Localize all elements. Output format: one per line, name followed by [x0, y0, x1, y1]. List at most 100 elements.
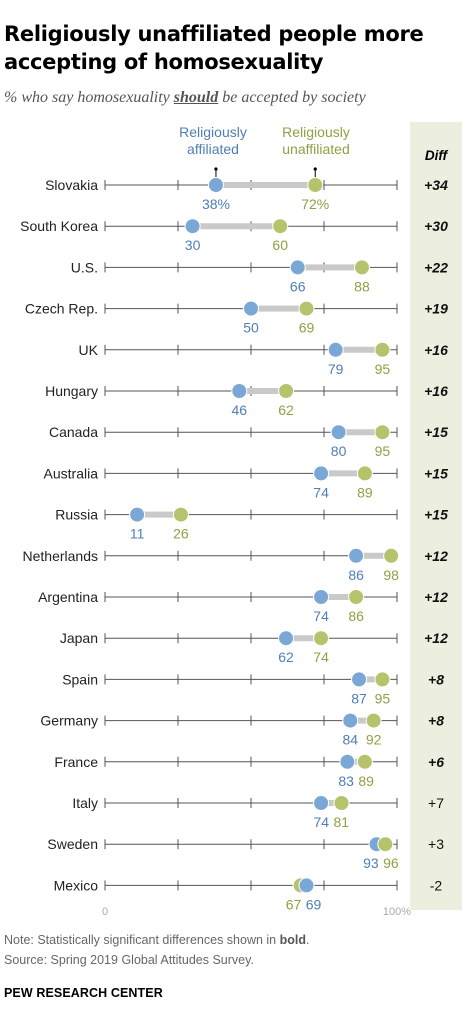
subtitle-text-before: % who say homosexuality: [4, 89, 174, 106]
footnote-text: Note: Statistically significant differen…: [4, 933, 280, 947]
country-label: UK: [79, 342, 99, 358]
affiliated-value-label: 74: [314, 814, 330, 830]
affiliated-dot: [278, 630, 295, 647]
unaffiliated-dot: [353, 259, 370, 276]
diff-value: +8: [428, 713, 444, 729]
country-label: France: [54, 754, 98, 770]
footnote: Note: Statistically significant differen…: [4, 933, 309, 947]
unaffiliated-dot: [307, 177, 324, 193]
subtitle-text-after: be accepted by society: [218, 89, 366, 106]
diff-value: +15: [424, 424, 448, 440]
affiliated-value-label: 74: [313, 484, 329, 500]
diff-value: +12: [424, 548, 448, 564]
chart-subtitle: % who say homosexuality should be accept…: [4, 89, 464, 107]
unaffiliated-value-label: 74: [313, 649, 329, 665]
legend-pointer-dot-unaffiliated: [313, 167, 317, 171]
unaffiliated-dot: [365, 712, 382, 729]
x-axis-label-min: 0: [102, 906, 108, 918]
unaffiliated-dot: [272, 218, 289, 235]
legend-label-affiliated: affiliated: [187, 141, 239, 157]
unaffiliated-dot: [374, 671, 391, 688]
unaffiliated-value-label: 89: [358, 773, 374, 789]
source-note: Source: Spring 2019 Global Attitudes Sur…: [4, 953, 254, 967]
country-label: Argentina: [38, 589, 98, 605]
unaffiliated-value-label: 72%: [301, 196, 329, 212]
diff-value: +6: [428, 754, 444, 770]
affiliated-dot: [231, 383, 248, 399]
diff-value: +3: [428, 836, 444, 852]
affiliated-dot: [339, 753, 356, 770]
country-label: Hungary: [45, 383, 98, 399]
affiliated-dot: [129, 506, 146, 523]
affiliated-dot: [327, 341, 344, 358]
unaffiliated-dot: [278, 383, 295, 399]
unaffiliated-value-label: 81: [334, 814, 350, 830]
affiliated-dot: [313, 589, 330, 605]
affiliated-dot: [351, 671, 368, 688]
affiliated-dot: [348, 547, 365, 564]
country-label: Slovakia: [45, 177, 98, 193]
country-label: Italy: [72, 795, 98, 811]
unaffiliated-dot: [298, 300, 315, 317]
unaffiliated-value-label: 88: [354, 278, 370, 294]
unaffiliated-dot: [313, 630, 330, 647]
affiliated-dot: [330, 424, 347, 441]
country-label: Germany: [40, 713, 98, 729]
affiliated-value-label: 11: [130, 526, 145, 542]
organization-credit: PEW RESEARCH CENTER: [4, 986, 163, 1000]
affiliated-value-label: 66: [290, 278, 306, 294]
unaffiliated-dot: [348, 589, 365, 605]
unaffiliated-dot: [333, 795, 350, 811]
affiliated-value-label: 80: [331, 443, 347, 459]
affiliated-value-label: 83: [338, 773, 354, 789]
unaffiliated-value-label: 26: [173, 526, 189, 542]
diff-value: -2: [430, 877, 443, 893]
country-label: Netherlands: [23, 548, 99, 564]
affiliated-value-label: 87: [351, 690, 367, 706]
diff-value: +34: [424, 177, 448, 193]
unaffiliated-value-label: 95: [375, 443, 391, 459]
country-label: Russia: [55, 507, 98, 523]
affiliated-value-label: 86: [348, 567, 364, 583]
diff-value: +15: [424, 465, 448, 481]
affiliated-value-label: 74: [313, 608, 329, 624]
country-label: Canada: [49, 424, 98, 440]
diff-value: +16: [424, 383, 448, 399]
affiliated-dot: [313, 465, 330, 482]
affiliated-value-label: 50: [243, 320, 259, 336]
legend-pointer-dot-affiliated: [214, 167, 218, 171]
affiliated-value-label: 79: [328, 361, 344, 377]
unaffiliated-dot: [172, 506, 189, 523]
affiliated-dot: [184, 218, 201, 235]
unaffiliated-value-label: 96: [383, 855, 399, 871]
diff-value: +22: [424, 259, 448, 275]
diff-header: Diff: [425, 148, 449, 163]
diff-value: +7: [428, 795, 444, 811]
country-label: Mexico: [54, 877, 99, 893]
unaffiliated-dot: [374, 341, 391, 358]
legend-label-unaffiliated: unaffiliated: [282, 141, 349, 157]
affiliated-dot: [342, 712, 359, 729]
unaffiliated-dot: [377, 836, 394, 853]
unaffiliated-value-label: 86: [348, 608, 364, 624]
country-label: Japan: [60, 630, 98, 646]
unaffiliated-value-label: 95: [375, 361, 391, 377]
unaffiliated-value-label: 69: [299, 320, 315, 336]
unaffiliated-value-label: 89: [357, 484, 373, 500]
diff-value: +15: [424, 507, 448, 523]
country-label: U.S.: [71, 259, 98, 275]
unaffiliated-value-label: 62: [278, 402, 294, 418]
diff-value: +16: [424, 342, 448, 358]
diff-value: +12: [424, 630, 448, 646]
footnote-bold: bold: [279, 933, 306, 947]
affiliated-dot: [298, 877, 315, 894]
unaffiliated-dot: [356, 753, 373, 770]
country-label: South Korea: [20, 218, 98, 234]
diff-value: +8: [428, 671, 444, 687]
unaffiliated-dot: [356, 465, 373, 482]
unaffiliated-value-label: 60: [272, 237, 288, 253]
country-label: Spain: [62, 671, 98, 687]
affiliated-value-label: 69: [306, 896, 322, 912]
x-axis-label-max: 100%: [383, 906, 411, 918]
affiliated-dot: [243, 300, 259, 317]
